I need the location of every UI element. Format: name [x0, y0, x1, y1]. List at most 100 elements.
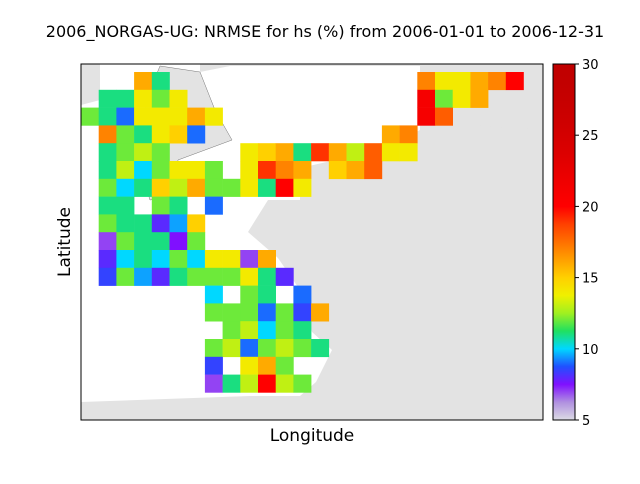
grid-cell	[116, 196, 135, 215]
grid-cell	[169, 89, 188, 108]
grid-cell	[151, 161, 170, 180]
grid-cell	[258, 285, 276, 304]
grid-cell	[240, 143, 259, 162]
y-axis-label: Latitude	[55, 207, 75, 277]
grid-cell	[204, 107, 223, 126]
grid-cell	[98, 196, 117, 215]
grid-cell	[258, 339, 276, 358]
grid-cell	[98, 89, 117, 108]
grid-cell	[311, 143, 330, 162]
grid-cell	[258, 374, 276, 393]
grid-cell	[187, 125, 206, 144]
grid-cell	[169, 125, 188, 144]
grid-cell	[98, 107, 117, 126]
grid-cell	[364, 161, 383, 180]
grid-cell	[187, 107, 206, 126]
grid-cell	[346, 143, 365, 162]
grid-cell	[116, 267, 135, 286]
grid-cell	[204, 196, 223, 215]
grid-cell	[98, 143, 117, 162]
grid-cell	[169, 107, 188, 126]
grid-cell	[470, 89, 489, 108]
grid-cell	[98, 125, 117, 144]
grid-cell	[134, 232, 153, 251]
grid-cell	[187, 161, 206, 180]
grid-cell	[222, 178, 241, 197]
grid-cell	[452, 72, 471, 91]
grid-cell	[98, 214, 117, 233]
grid-cell	[116, 89, 135, 108]
grid-cell	[240, 303, 259, 322]
grid-cell	[417, 72, 436, 91]
grid-cell	[275, 143, 294, 162]
grid-cell	[293, 178, 312, 197]
grid-cell	[151, 143, 170, 162]
grid-cell	[151, 214, 170, 233]
grid-cell	[275, 267, 294, 286]
grid-cell	[204, 250, 223, 269]
colorbar-tick-label: 25	[582, 129, 599, 144]
grid-cell	[134, 143, 153, 162]
grid-cell	[240, 339, 259, 358]
grid-cell	[151, 267, 170, 286]
grid-cell	[204, 374, 223, 393]
grid-cell	[452, 89, 471, 108]
grid-cell	[258, 356, 276, 375]
grid-cell	[293, 303, 312, 322]
grid-cell	[505, 72, 524, 91]
grid-cell	[240, 178, 259, 197]
grid-cell	[134, 161, 153, 180]
grid-cell	[98, 232, 117, 251]
grid-cell	[134, 107, 153, 126]
grid-cell	[169, 214, 188, 233]
cells	[81, 72, 524, 393]
grid-cell	[258, 143, 276, 162]
grid-cell	[417, 107, 436, 126]
grid-cell	[240, 321, 259, 340]
grid-cell	[258, 267, 276, 286]
grid-cell	[134, 125, 153, 144]
grid-cell	[364, 143, 383, 162]
grid-cell	[293, 339, 312, 358]
grid-cell	[116, 250, 135, 269]
grid-cell	[258, 178, 276, 197]
grid-cell	[240, 285, 259, 304]
grid-cell	[222, 374, 241, 393]
grid-cell	[169, 161, 188, 180]
grid-cell	[116, 125, 135, 144]
grid-cell	[187, 267, 206, 286]
grid-cell	[311, 339, 330, 358]
grid-cell	[134, 267, 153, 286]
grid-cell	[435, 72, 453, 91]
grid-cell	[151, 232, 170, 251]
grid-cell	[399, 125, 418, 144]
grid-cell	[293, 285, 312, 304]
grid-cell	[187, 232, 206, 251]
grid-cell	[222, 303, 241, 322]
grid-cell	[240, 250, 259, 269]
grid-cell	[275, 161, 294, 180]
map-frame	[80, 63, 544, 421]
grid-cell	[116, 178, 135, 197]
grid-cell	[258, 303, 276, 322]
grid-cell	[134, 214, 153, 233]
grid-cell	[187, 250, 206, 269]
grid-cell	[116, 107, 135, 126]
grid-cell	[258, 250, 276, 269]
grid-cell	[222, 250, 241, 269]
grid-cell	[417, 89, 436, 108]
grid-cell	[134, 72, 153, 91]
grid-cell	[275, 356, 294, 375]
grid-cell	[204, 178, 223, 197]
grid-cell	[187, 214, 206, 233]
grid-cell	[169, 267, 188, 286]
grid-cell	[116, 214, 135, 233]
grid-cell	[293, 374, 312, 393]
grid-cell	[151, 250, 170, 269]
grid-cell	[328, 161, 347, 180]
grid-cell	[311, 303, 330, 322]
grid-cell	[116, 143, 135, 162]
colorbar-tick-label: 30	[582, 58, 599, 73]
colorbar-tick-label: 5	[582, 414, 590, 429]
grid-cell	[151, 196, 170, 215]
